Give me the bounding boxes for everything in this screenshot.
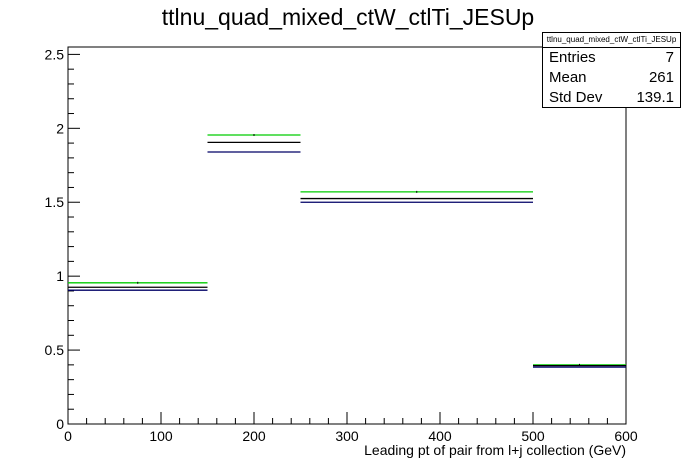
y-tick-label: 2.5 xyxy=(45,46,65,62)
x-axis-ticks: 0 100 200 300 400 500 600 xyxy=(64,412,638,444)
stats-mean-row: Mean 261 xyxy=(543,68,680,88)
y-tick-label: 1.5 xyxy=(45,194,65,210)
y-tick-label: 0 xyxy=(56,416,64,432)
y-tick-label: 1 xyxy=(56,268,64,284)
stats-stddev-label: Std Dev xyxy=(549,89,603,106)
stats-mean-label: Mean xyxy=(549,69,587,86)
x-tick-label: 400 xyxy=(428,428,452,444)
x-tick-label: 0 xyxy=(64,428,72,444)
stats-entries-value: 7 xyxy=(665,49,674,66)
series-1 xyxy=(68,141,626,367)
stats-mean-value: 261 xyxy=(648,69,674,86)
stats-entries-label: Entries xyxy=(549,49,596,66)
stats-box-title: ttlnu_quad_mixed_ctW_ctlTi_JESUp xyxy=(543,33,680,48)
x-tick-label: 300 xyxy=(335,428,359,444)
series-2 xyxy=(68,151,626,368)
stats-stddev-value: 139.1 xyxy=(636,89,674,106)
x-tick-label: 500 xyxy=(521,428,545,444)
x-tick-label: 100 xyxy=(149,428,173,444)
y-axis-ticks: 0 0.5 1 1.5 2 2.5 xyxy=(45,46,80,432)
stats-box: ttlnu_quad_mixed_ctW_ctlTi_JESUp Entries… xyxy=(542,32,681,108)
chart-title: ttlnu_quad_mixed_ctW_ctlTi_JESUp xyxy=(161,4,535,30)
y-tick-label: 2 xyxy=(56,120,64,136)
stats-stddev-row: Std Dev 139.1 xyxy=(543,88,680,108)
histogram-series xyxy=(68,133,626,368)
x-tick-label: 200 xyxy=(242,428,266,444)
stats-entries-row: Entries 7 xyxy=(543,48,680,68)
x-tick-label: 600 xyxy=(614,428,638,444)
series-0 xyxy=(68,133,626,366)
x-axis-label: Leading pt of pair from l+j collection (… xyxy=(364,442,626,458)
y-tick-label: 0.5 xyxy=(45,342,65,358)
